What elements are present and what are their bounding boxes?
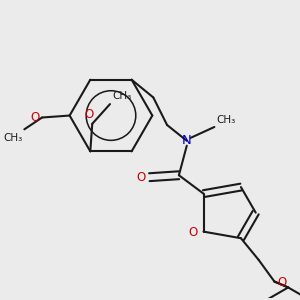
Text: O: O: [31, 111, 40, 124]
Text: O: O: [85, 108, 94, 121]
Text: CH₃: CH₃: [112, 91, 131, 101]
Text: CH₃: CH₃: [3, 133, 22, 143]
Text: O: O: [278, 276, 286, 289]
Text: O: O: [136, 171, 146, 184]
Text: CH₃: CH₃: [216, 115, 236, 125]
Text: O: O: [188, 226, 198, 239]
Text: N: N: [182, 134, 192, 147]
